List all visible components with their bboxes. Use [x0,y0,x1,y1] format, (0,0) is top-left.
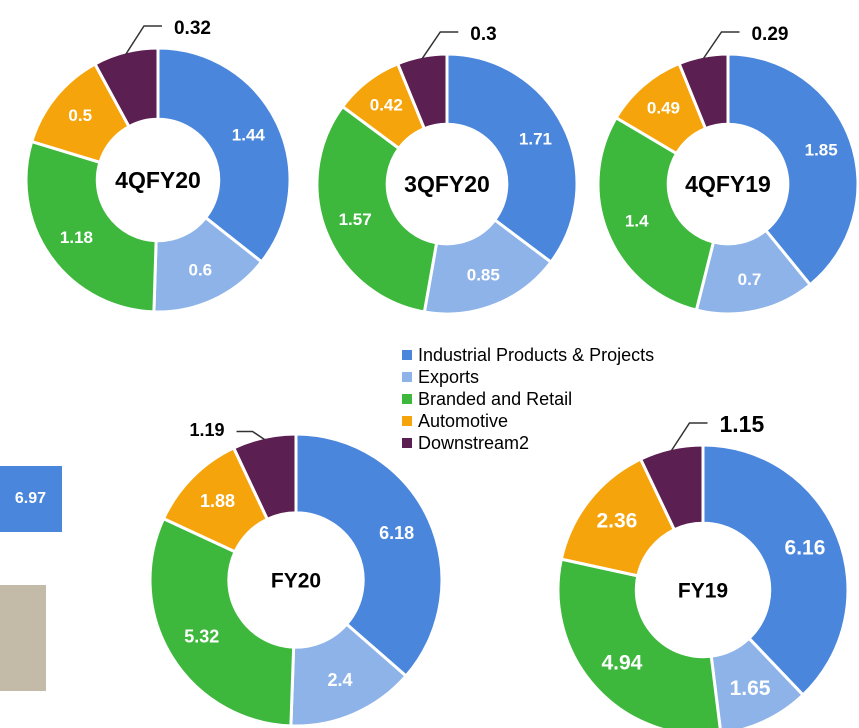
data-label: 0.7 [738,270,762,289]
donut-segment [638,443,705,532]
leader-line [670,422,708,451]
legend-label: Downstream2 [418,433,529,453]
data-label: 1.71 [519,129,552,148]
data-label: 0.85 [467,265,500,284]
donut-segment [422,217,554,316]
data-label: 1.4 [625,212,649,231]
data-label: 0.42 [370,95,403,114]
data-label: 1.18 [60,228,93,247]
data-label: 0.32 [174,18,211,39]
leader-line [125,25,162,55]
data-label: 1.44 [232,126,266,145]
donut-segment [148,516,296,728]
legend-swatch [402,350,412,360]
donut-segment [315,104,439,314]
legend-swatch [402,416,412,426]
data-label: 1.19 [189,420,224,440]
donut-segment [709,636,806,728]
data-label: 1.88 [200,491,235,511]
center-label: 4QFY20 [115,167,201,193]
data-label: 1.85 [805,140,838,159]
donut-segment [231,432,298,522]
data-label: 5.32 [184,627,219,647]
donut-segment [677,52,730,131]
donut-segment [24,139,158,314]
data-label: 6.18 [379,523,414,543]
donut-segment [445,52,579,265]
data-label: 6.16 [785,537,826,560]
donut-segment [156,46,292,264]
donut-segment [92,46,160,129]
legend-label: Exports [418,367,479,387]
callout-box [0,466,62,532]
donut-segment [701,443,850,698]
center-label: 3QFY20 [404,171,490,197]
data-label: 0.5 [68,106,92,125]
legend-label: Branded and Retail [418,389,572,409]
donut-segment [596,115,716,312]
data-label: 4.94 [601,652,642,675]
data-label: 2.36 [596,509,637,532]
data-label: 0.49 [647,99,680,118]
data-label: 0.6 [189,260,213,279]
legend-label: Industrial Products & Projects [418,345,654,365]
data-label: 1.15 [719,411,764,437]
leader-line [421,31,459,59]
legend-swatch [402,438,412,448]
data-label: 1.57 [339,210,372,229]
side-box [0,585,46,691]
donut-segment [559,457,677,578]
legend-label: Automotive [418,411,508,431]
donut-segment [726,52,859,287]
donut-segment [556,557,722,728]
legend-swatch [402,394,412,404]
data-label: 1.65 [730,677,771,700]
leader-line [702,31,740,59]
legend-swatch [402,372,412,382]
donut-segment [294,432,444,679]
data-label: 0.29 [751,24,788,45]
donut-segment [395,52,449,131]
callout-value: 6.97 [15,490,46,507]
center-label: 4QFY19 [685,171,771,197]
center-label: FY20 [271,570,321,593]
center-label: FY19 [678,580,728,603]
data-label: 0.3 [470,24,496,45]
leader-line [236,430,265,441]
data-label: 2.4 [327,670,352,690]
